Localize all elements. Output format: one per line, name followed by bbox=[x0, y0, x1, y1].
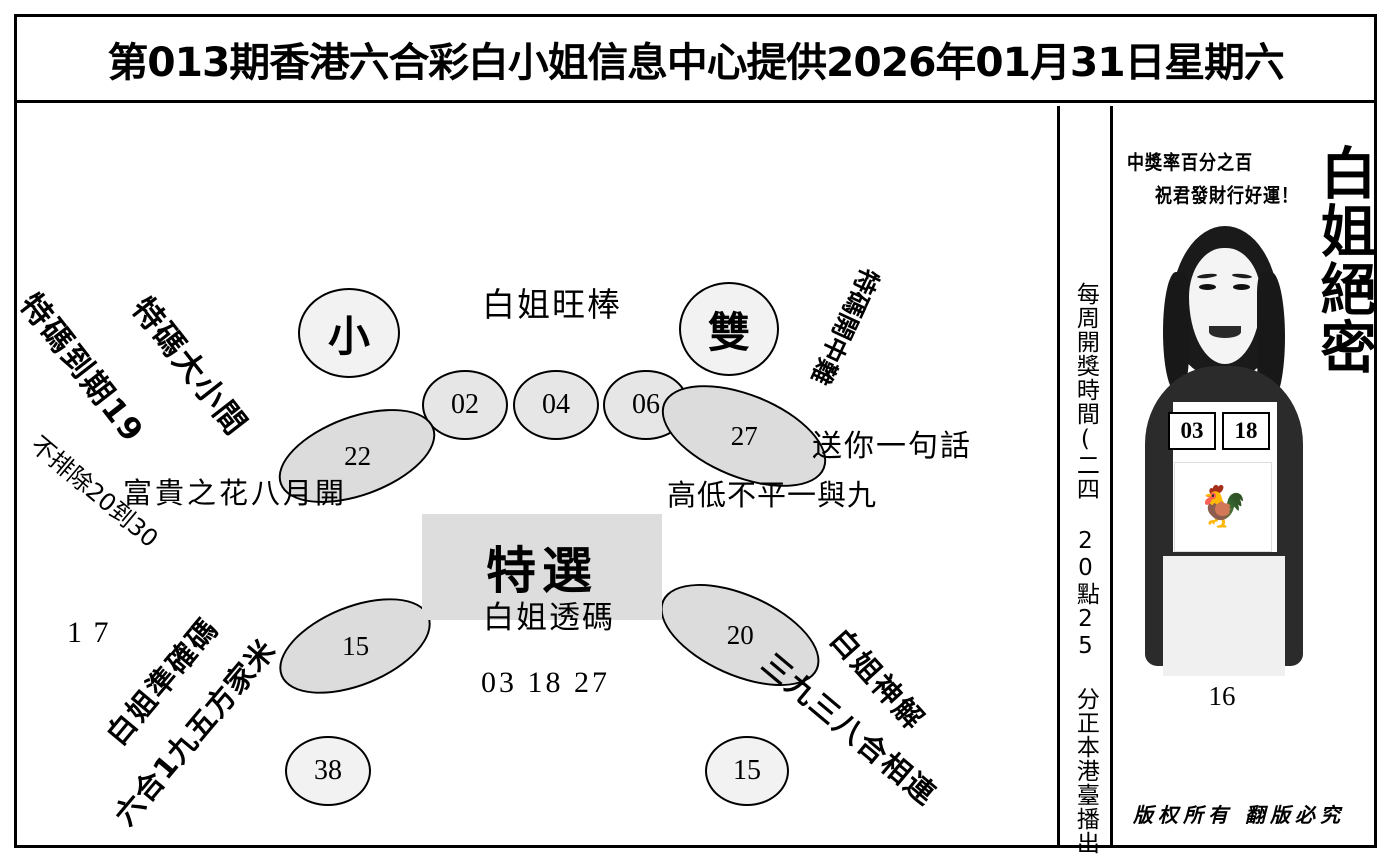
circle-15-bottom-label: 15 bbox=[733, 755, 761, 786]
circle-38[interactable]: 38 bbox=[285, 736, 371, 806]
center-highlight-box: 特選 bbox=[422, 514, 662, 620]
photo-face bbox=[1189, 248, 1261, 364]
circle-15-bottom[interactable]: 15 bbox=[705, 736, 789, 806]
shirt-number-left: 03 bbox=[1168, 412, 1216, 450]
ellipse-15-label: 15 bbox=[341, 630, 369, 661]
rooster-icon: 🐓 bbox=[1174, 462, 1272, 552]
circle-shuang[interactable]: 雙 bbox=[679, 282, 779, 376]
bottom-label: 白姐透碼 bbox=[483, 600, 615, 636]
ad-brand-title: 白姐絕密 bbox=[1311, 144, 1374, 376]
circle-04-label: 04 bbox=[542, 389, 570, 420]
main-board: 特碼到期19 特碼大小間 不排除20到30 特碼開中難 白姐旺棒 小 02 04… bbox=[17, 106, 1057, 848]
copyright-notice: 版权所有 翻版必究 bbox=[1133, 803, 1345, 827]
right-phrase-2: 高低不平一與九 bbox=[667, 478, 878, 512]
circle-02-label: 02 bbox=[451, 389, 479, 420]
circle-shuang-label: 雙 bbox=[707, 307, 750, 357]
ellipse-15[interactable]: 15 bbox=[265, 578, 445, 714]
page-title: 第013期香港六合彩白小姐信息中心提供2026年01月31日星期六 bbox=[107, 39, 1284, 86]
ellipse-22-label: 22 bbox=[343, 440, 371, 471]
photo-skirt bbox=[1163, 556, 1285, 676]
circle-06-label: 06 bbox=[632, 389, 660, 420]
photo-eye-right bbox=[1233, 284, 1250, 290]
model-photo: 03 18 🐓 16 bbox=[1129, 226, 1315, 816]
circle-02[interactable]: 02 bbox=[422, 370, 508, 440]
shirt-number-right: 18 bbox=[1222, 412, 1270, 450]
ad-slogan-line-2: 祝君發財行好運！ bbox=[1155, 184, 1299, 208]
small-numbers: 1 7 bbox=[67, 616, 111, 649]
right-phrase-1: 送你一句話 bbox=[812, 429, 972, 464]
ad-panel: 中獎率百分之百 祝君發財行好運！ 白姐絕密 03 18 🐓 16 版权所有 翻版… bbox=[1113, 106, 1374, 848]
header-bar: 第013期香港六合彩白小姐信息中心提供2026年01月31日星期六 bbox=[17, 17, 1374, 103]
photo-mouth bbox=[1209, 326, 1241, 338]
ellipse-27-label: 27 bbox=[730, 420, 758, 451]
left-phrase: 富貴之花八月開 bbox=[123, 476, 348, 510]
rotated-text-top-right: 特碼開中難 bbox=[805, 263, 885, 390]
broadcast-time-text: 每周開獎時間(二四 20點25 分正本港臺播出 bbox=[1072, 282, 1099, 855]
circle-xiao[interactable]: 小 bbox=[298, 288, 400, 378]
photo-eye-left bbox=[1199, 284, 1216, 290]
circle-04[interactable]: 04 bbox=[513, 370, 599, 440]
ad-slogan-line-1: 中獎率百分之百 bbox=[1127, 151, 1253, 175]
circle-38-label: 38 bbox=[314, 755, 342, 786]
bottom-numbers: 03 18 27 bbox=[481, 666, 610, 699]
rooster-glyph: 🐓 bbox=[1198, 484, 1248, 529]
outer-frame bbox=[14, 14, 1377, 848]
circle-xiao-label: 小 bbox=[327, 311, 370, 361]
center-label: 特選 bbox=[486, 541, 598, 600]
photo-hair-left bbox=[1163, 272, 1189, 392]
top-label: 白姐旺棒 bbox=[482, 285, 622, 324]
ellipse-20-label: 20 bbox=[726, 619, 754, 650]
broadcast-time-strip: 每周開獎時間(二四 20點25 分正本港臺播出 bbox=[1057, 106, 1113, 855]
photo-number: 16 bbox=[1208, 681, 1236, 711]
